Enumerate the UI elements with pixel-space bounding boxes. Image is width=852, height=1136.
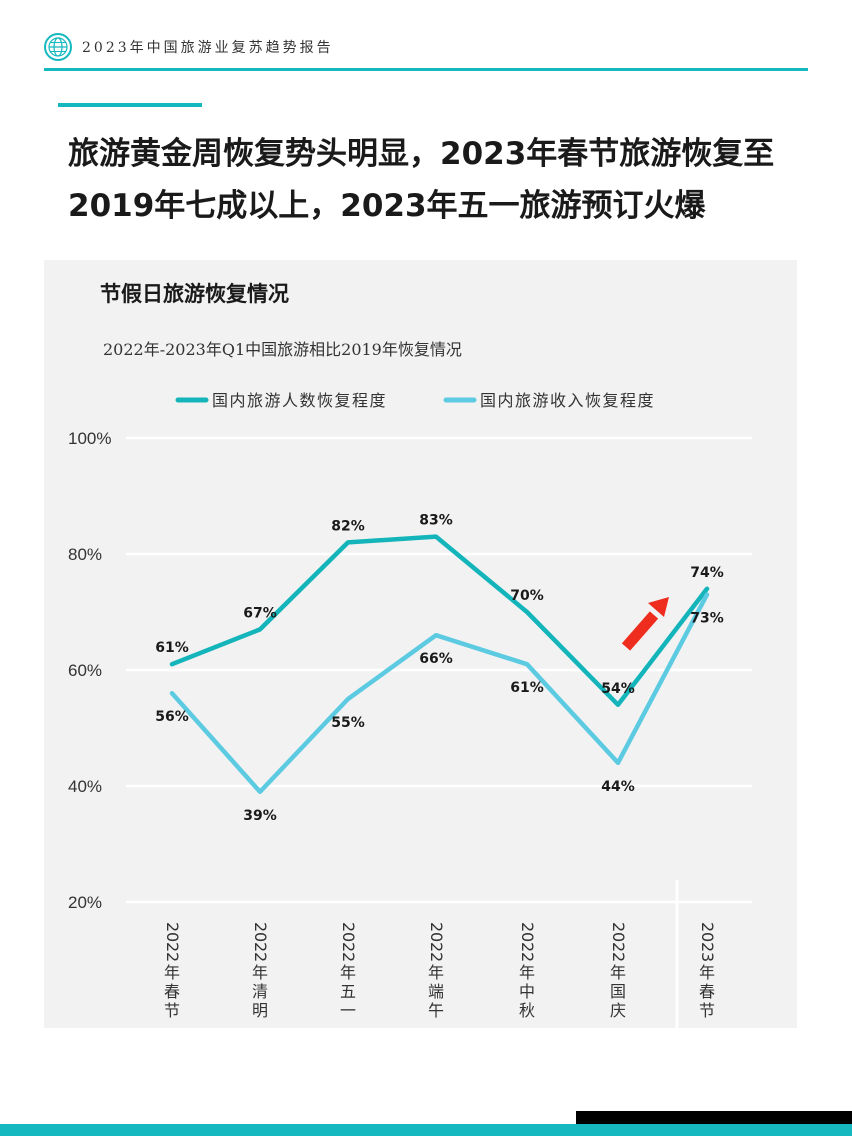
data-label: 44%: [601, 779, 635, 795]
svg-text:2: 2: [518, 952, 537, 962]
svg-text:端: 端: [428, 982, 444, 1001]
y-tick-label: 20%: [68, 893, 102, 912]
svg-text:年: 年: [164, 963, 180, 982]
legend-label: 国内旅游收入恢复程度: [480, 391, 655, 410]
data-label: 61%: [155, 640, 189, 656]
data-label: 66%: [419, 651, 453, 667]
svg-text:0: 0: [427, 932, 446, 942]
y-tick-label: 80%: [68, 545, 102, 564]
svg-text:2: 2: [698, 942, 717, 952]
trend-arrow-shaft: [621, 611, 659, 651]
data-label: 73%: [690, 611, 724, 627]
svg-text:2: 2: [163, 942, 182, 952]
svg-text:2: 2: [339, 952, 358, 962]
svg-text:节: 节: [699, 1001, 715, 1020]
svg-text:2: 2: [427, 942, 446, 952]
footer-black-bar: [576, 1111, 852, 1124]
svg-text:2: 2: [163, 922, 182, 932]
svg-text:五: 五: [340, 982, 356, 1001]
svg-text:3: 3: [698, 952, 717, 962]
series-line: [169, 592, 710, 795]
svg-text:春: 春: [699, 982, 715, 1001]
accent-bar: [58, 103, 202, 107]
svg-text:清: 清: [252, 982, 268, 1001]
svg-text:年: 年: [699, 963, 715, 982]
legend-label: 国内旅游人数恢复程度: [212, 391, 387, 410]
svg-text:2: 2: [609, 942, 628, 952]
series-line: [169, 534, 710, 708]
report-title: 2023年中国旅游业复苏趋势报告: [82, 40, 334, 56]
svg-text:年: 年: [519, 963, 535, 982]
headline-line-1: 旅游黄金周恢复势头明显，2023年春节旅游恢复至: [68, 136, 775, 172]
svg-text:0: 0: [339, 932, 358, 942]
svg-text:庆: 庆: [610, 1001, 626, 1020]
svg-text:午: 午: [428, 1001, 444, 1020]
svg-text:0: 0: [251, 932, 270, 942]
svg-text:秋: 秋: [519, 1001, 535, 1020]
svg-text:2: 2: [609, 922, 628, 932]
svg-text:2: 2: [427, 922, 446, 932]
globe-logo-icon: [44, 33, 72, 61]
page-headline: 旅游黄金周恢复势头明显，2023年春节旅游恢复至 2019年七成以上，2023年…: [68, 128, 828, 232]
svg-text:春: 春: [164, 982, 180, 1001]
panel-title: 节假日旅游恢复情况: [100, 282, 289, 306]
svg-text:2: 2: [609, 952, 628, 962]
svg-text:0: 0: [698, 932, 717, 942]
data-label: 61%: [510, 680, 544, 696]
y-tick-label: 40%: [68, 777, 102, 796]
data-label: 55%: [331, 715, 365, 731]
y-tick-label: 100%: [68, 429, 111, 448]
header-divider: [44, 68, 808, 71]
svg-text:2: 2: [163, 952, 182, 962]
footer-accent-bar: [0, 1124, 852, 1136]
svg-text:2: 2: [251, 942, 270, 952]
svg-text:2: 2: [251, 922, 270, 932]
svg-text:年: 年: [610, 963, 626, 982]
svg-text:年: 年: [428, 963, 444, 982]
chart-title: 2022年-2023年Q1中国旅游相比2019年恢复情况: [103, 340, 462, 359]
data-label: 54%: [601, 681, 635, 697]
svg-text:明: 明: [252, 1001, 268, 1020]
data-label: 39%: [243, 808, 277, 824]
svg-text:中: 中: [519, 982, 535, 1001]
data-label: 82%: [331, 518, 365, 534]
svg-text:2: 2: [518, 922, 537, 932]
data-label: 83%: [419, 513, 453, 529]
svg-text:年: 年: [252, 963, 268, 982]
svg-text:2: 2: [427, 952, 446, 962]
svg-text:国: 国: [610, 982, 626, 1001]
svg-text:2: 2: [518, 942, 537, 952]
svg-text:2: 2: [339, 942, 358, 952]
y-tick-label: 60%: [68, 661, 102, 680]
data-label: 70%: [510, 588, 544, 604]
x-tick-label: 2023年春节: [698, 922, 717, 1020]
svg-text:年: 年: [340, 963, 356, 982]
svg-text:2: 2: [698, 922, 717, 932]
svg-text:2: 2: [251, 952, 270, 962]
svg-text:0: 0: [609, 932, 628, 942]
trend-arrow-head: [648, 597, 669, 617]
svg-text:节: 节: [164, 1001, 180, 1020]
svg-text:0: 0: [518, 932, 537, 942]
data-label: 74%: [690, 565, 724, 581]
headline-line-2: 2019年七成以上，2023年五一旅游预订火爆: [68, 188, 706, 224]
data-label: 67%: [243, 605, 277, 621]
svg-text:0: 0: [163, 932, 182, 942]
data-label: 56%: [155, 709, 189, 725]
svg-text:2: 2: [339, 922, 358, 932]
svg-text:一: 一: [340, 1001, 356, 1020]
